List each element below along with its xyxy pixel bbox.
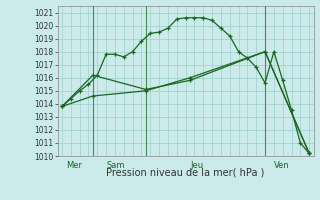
Text: Sam: Sam — [106, 161, 125, 170]
Text: Ven: Ven — [274, 161, 290, 170]
X-axis label: Pression niveau de la mer( hPa ): Pression niveau de la mer( hPa ) — [107, 167, 265, 177]
Text: Jeu: Jeu — [190, 161, 203, 170]
Text: Mer: Mer — [67, 161, 83, 170]
